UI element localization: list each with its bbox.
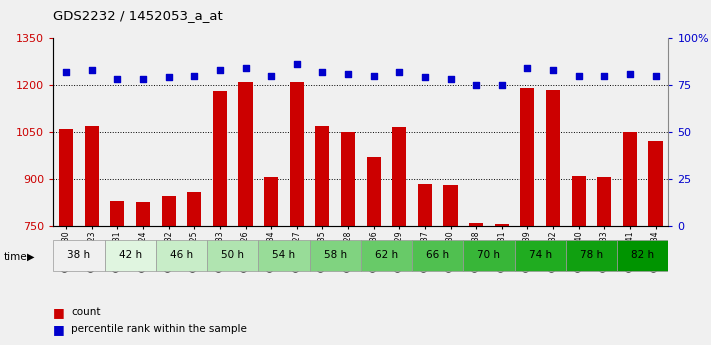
Point (112, 77, 123, 82)
Point (624, 71, 636, 77)
Point (214, 67, 225, 73)
Text: 54 h: 54 h (272, 250, 296, 260)
Point (522, 65, 533, 71)
Point (394, 69, 405, 75)
Point (137, 77, 149, 82)
Bar (418, 184, 432, 226)
Bar (617, 240, 668, 271)
Bar (495, 224, 509, 226)
Point (60, 69, 72, 75)
Bar (412, 240, 464, 271)
Text: ■: ■ (53, 323, 65, 336)
Point (163, 75, 174, 80)
Point (573, 73, 584, 78)
Text: ▶: ▶ (27, 252, 35, 262)
Point (342, 71, 353, 77)
Text: 50 h: 50 h (221, 250, 244, 260)
Text: 58 h: 58 h (324, 250, 347, 260)
Bar (53, 240, 105, 271)
Text: 46 h: 46 h (170, 250, 193, 260)
Bar (161, 196, 176, 226)
Text: GDS2232 / 1452053_a_at: GDS2232 / 1452053_a_at (53, 9, 223, 22)
Bar (289, 82, 304, 226)
Bar (464, 240, 515, 271)
Bar (309, 240, 360, 271)
Point (650, 73, 661, 78)
Bar (444, 185, 458, 226)
Point (471, 82, 482, 88)
Point (86, 67, 97, 73)
Bar (572, 176, 586, 226)
Text: ■: ■ (53, 306, 65, 319)
Bar (469, 223, 483, 226)
Text: 82 h: 82 h (631, 250, 654, 260)
Text: 66 h: 66 h (426, 250, 449, 260)
Point (188, 73, 200, 78)
Bar (392, 127, 406, 226)
Bar (623, 132, 637, 226)
Bar (546, 90, 560, 226)
Bar (360, 240, 412, 271)
Bar (515, 240, 566, 271)
Bar (367, 157, 380, 226)
Point (265, 73, 277, 78)
Point (240, 65, 251, 71)
Bar (597, 177, 611, 226)
Text: count: count (71, 307, 100, 317)
Point (496, 82, 508, 88)
Bar (566, 240, 617, 271)
Bar (59, 129, 73, 226)
Bar (264, 177, 278, 226)
Point (547, 67, 559, 73)
Bar (85, 126, 99, 226)
Bar (136, 203, 150, 226)
Text: time: time (4, 252, 27, 262)
Bar (207, 240, 258, 271)
Text: 78 h: 78 h (580, 250, 603, 260)
Bar (110, 201, 124, 226)
Bar (156, 240, 207, 271)
Point (445, 77, 456, 82)
Point (368, 73, 380, 78)
Text: 42 h: 42 h (119, 250, 141, 260)
Text: 70 h: 70 h (478, 250, 501, 260)
Text: 38 h: 38 h (68, 250, 90, 260)
Point (599, 73, 610, 78)
Bar (213, 91, 227, 226)
Text: 74 h: 74 h (529, 250, 552, 260)
Bar (258, 240, 309, 271)
Bar (316, 126, 329, 226)
Text: percentile rank within the sample: percentile rank within the sample (71, 325, 247, 334)
Bar (187, 191, 201, 226)
Bar (105, 240, 156, 271)
Bar (238, 82, 252, 226)
Point (419, 75, 431, 80)
Bar (341, 132, 355, 226)
Point (316, 69, 328, 75)
Bar (648, 141, 663, 226)
Point (291, 61, 302, 67)
Bar (520, 88, 535, 226)
Text: 62 h: 62 h (375, 250, 398, 260)
